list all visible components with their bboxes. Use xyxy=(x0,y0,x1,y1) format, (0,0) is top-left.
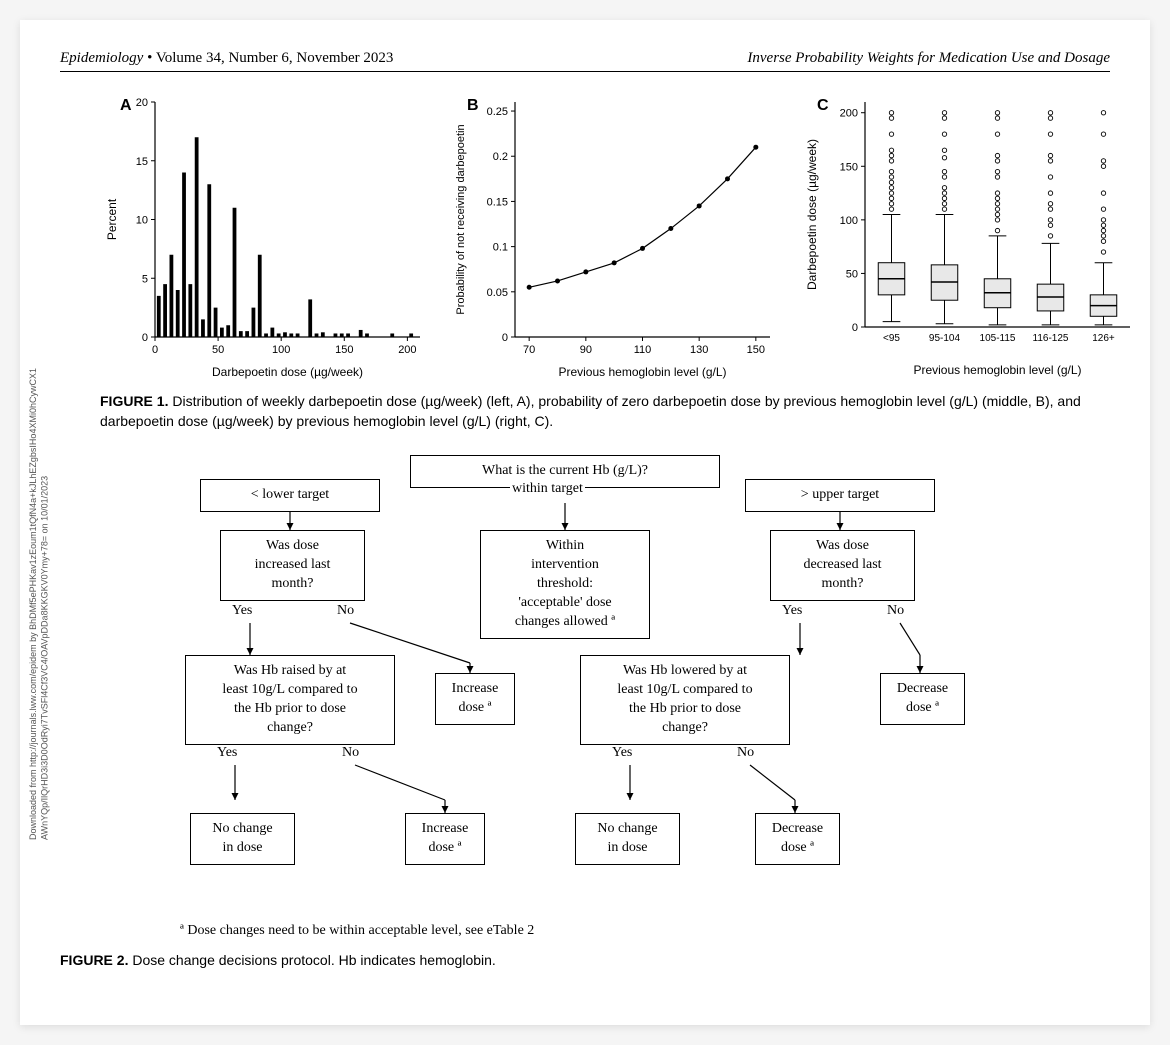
page: Downloaded from http://journals.lww.com/… xyxy=(20,20,1150,1025)
svg-text:0.25: 0.25 xyxy=(487,106,508,118)
svg-text:0: 0 xyxy=(502,332,508,344)
svg-text:150: 150 xyxy=(840,161,858,173)
dec-dose-2: Decreasedose ª xyxy=(755,813,840,865)
flowchart-footnote: ª Dose changes need to be within accepta… xyxy=(180,923,1110,939)
svg-text:95-104: 95-104 xyxy=(929,333,961,344)
no-l1: No xyxy=(335,603,356,619)
panel-a: 05101520050100150200Darbepoetin dose (µg… xyxy=(100,92,430,382)
journal-name: Epidemiology xyxy=(60,50,143,66)
svg-text:10: 10 xyxy=(136,215,148,227)
svg-text:Darbepoetin dose (µg/week): Darbepoetin dose (µg/week) xyxy=(805,139,819,290)
q-right2: Was Hb lowered by atleast 10g/L compared… xyxy=(580,655,790,745)
figure2-caption: FIGURE 2. Dose change decisions protocol… xyxy=(60,951,1110,971)
panel-c: 0 50 100 150 200 <95 95-104 105-115 116-125 126+ P… xyxy=(800,92,1140,382)
yes-l2: Yes xyxy=(215,745,239,761)
figure2-flowchart: What is the current Hb (g/L)?< lower tar… xyxy=(180,455,1110,939)
yes-r1: Yes xyxy=(780,603,804,619)
branch-mid: within target xyxy=(510,481,585,497)
fig1-label: FIGURE 1. xyxy=(100,393,168,409)
svg-text:200: 200 xyxy=(840,108,858,120)
dec-dose-1: Decreasedose ª xyxy=(880,673,965,725)
svg-text:100: 100 xyxy=(272,344,290,356)
svg-text:0: 0 xyxy=(142,332,148,344)
page-header: Epidemiology • Volume 34, Number 6, Nove… xyxy=(60,50,1110,72)
inc-dose-1: Increasedose ª xyxy=(435,673,515,725)
svg-text:116-125: 116-125 xyxy=(1033,333,1069,344)
svg-text:100: 100 xyxy=(840,215,858,227)
q-right: Was dosedecreased lastmonth? xyxy=(770,530,915,601)
no-r1: No xyxy=(885,603,906,619)
svg-text:0.05: 0.05 xyxy=(487,287,508,299)
figure1-panels: 05101520050100150200Darbepoetin dose (µg… xyxy=(100,92,1110,382)
svg-text:0: 0 xyxy=(852,322,858,334)
issue-info: Volume 34, Number 6, November 2023 xyxy=(156,50,394,66)
svg-text:0.15: 0.15 xyxy=(487,196,508,208)
svg-text:50: 50 xyxy=(846,268,858,280)
svg-text:0.1: 0.1 xyxy=(493,242,508,254)
fig2-label: FIGURE 2. xyxy=(60,952,128,968)
no-l2: No xyxy=(340,745,361,761)
svg-text:126+: 126+ xyxy=(1092,333,1115,344)
svg-text:130: 130 xyxy=(690,344,708,356)
no-change-2: No changein dose xyxy=(575,813,680,865)
svg-text:A: A xyxy=(120,97,132,114)
download-watermark: Downloaded from http://journals.lww.com/… xyxy=(28,140,51,840)
svg-text:50: 50 xyxy=(212,344,224,356)
svg-text:15: 15 xyxy=(136,156,148,168)
mid-box: Withininterventionthreshold:'acceptable'… xyxy=(480,530,650,638)
svg-text:0: 0 xyxy=(152,344,158,356)
svg-text:Darbepoetin dose (µg/week): Darbepoetin dose (µg/week) xyxy=(212,365,363,379)
svg-text:Previous hemoglobin level (g/L: Previous hemoglobin level (g/L) xyxy=(558,365,726,379)
svg-text:200: 200 xyxy=(398,344,416,356)
fig2-text: Dose change decisions protocol. Hb indic… xyxy=(132,952,495,968)
header-left: Epidemiology • Volume 34, Number 6, Nove… xyxy=(60,50,393,67)
panel-b: 0 0.05 0.1 0.15 0.2 0.25 70 90 110 130 150 Previous… xyxy=(450,92,780,382)
branch-left: < lower target xyxy=(200,479,380,512)
article-title: Inverse Probability Weights for Medicati… xyxy=(747,50,1110,67)
svg-text:B: B xyxy=(467,97,479,114)
no-change-1: No changein dose xyxy=(190,813,295,865)
svg-text:90: 90 xyxy=(580,344,592,356)
svg-text:C: C xyxy=(817,97,829,114)
svg-text:105-115: 105-115 xyxy=(980,333,1016,344)
figure1-caption: FIGURE 1. Distribution of weekly darbepo… xyxy=(100,392,1110,431)
svg-text:Probability of not receiving d: Probability of not receiving darbepoetin xyxy=(455,124,467,314)
svg-text:110: 110 xyxy=(634,344,652,356)
svg-text:5: 5 xyxy=(142,273,148,285)
branch-right: > upper target xyxy=(745,479,935,512)
svg-text:0.2: 0.2 xyxy=(493,151,508,163)
yes-l1: Yes xyxy=(230,603,254,619)
svg-text:150: 150 xyxy=(335,344,353,356)
svg-text:Percent: Percent xyxy=(105,198,119,240)
svg-text:20: 20 xyxy=(136,97,148,109)
q-left: Was doseincreased lastmonth? xyxy=(220,530,365,601)
svg-text:150: 150 xyxy=(747,344,765,356)
svg-text:<95: <95 xyxy=(883,333,900,344)
svg-text:Previous hemoglobin level (g/L: Previous hemoglobin level (g/L) xyxy=(913,363,1081,377)
fig1-text: Distribution of weekly darbepoetin dose … xyxy=(100,393,1081,429)
yes-r2: Yes xyxy=(610,745,634,761)
svg-text:70: 70 xyxy=(523,344,535,356)
q-left2: Was Hb raised by atleast 10g/L compared … xyxy=(185,655,395,745)
inc-dose-2: Increasedose ª xyxy=(405,813,485,865)
no-r2: No xyxy=(735,745,756,761)
